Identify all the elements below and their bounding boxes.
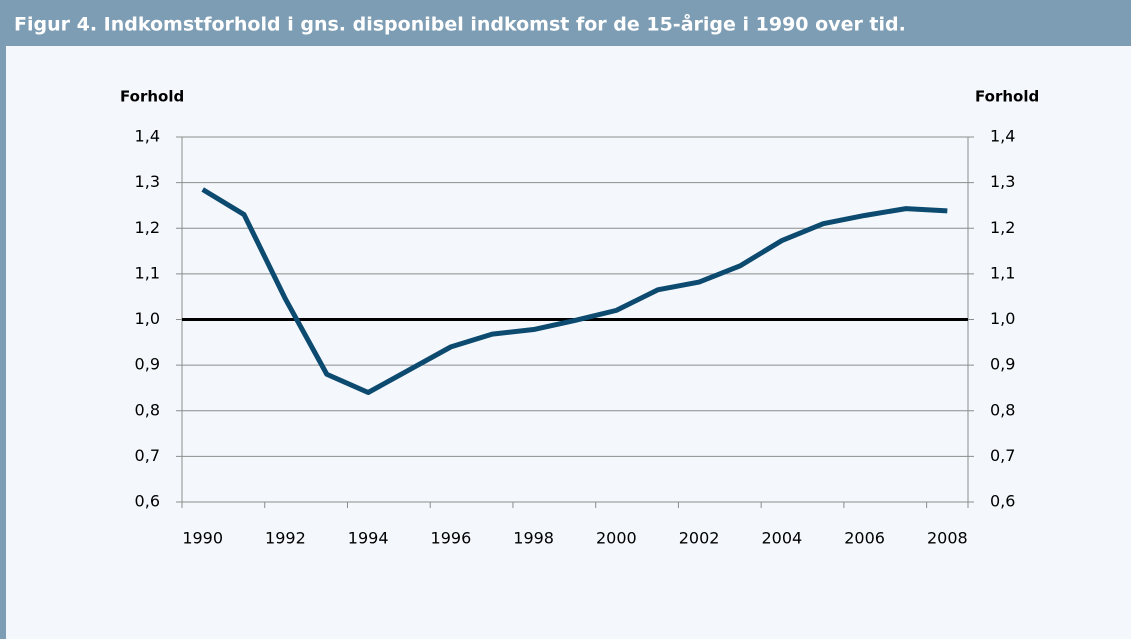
y-tick-label: 0,7 xyxy=(135,446,160,465)
y2-tick-label: 0,7 xyxy=(990,446,1015,465)
y2-axis-title: Forhold xyxy=(975,88,1039,106)
x-tick-label: 2006 xyxy=(844,529,885,548)
y-tick-label: 0,8 xyxy=(135,400,160,419)
y2-tick-label: 1,3 xyxy=(990,172,1015,191)
y2-tick-label: 0,8 xyxy=(990,400,1015,419)
x-tick-label: 2000 xyxy=(596,529,637,548)
x-tick-label: 2002 xyxy=(679,529,720,548)
y2-tick-label: 1,2 xyxy=(990,218,1015,237)
data-line xyxy=(201,187,948,395)
y2-tick-label: 1,4 xyxy=(990,127,1015,146)
y2-tick-label: 1,0 xyxy=(990,309,1015,328)
y-tick-label: 1,0 xyxy=(135,309,160,328)
y-tick-label: 1,1 xyxy=(135,263,160,282)
x-tick-label: 1996 xyxy=(431,529,472,548)
left-border xyxy=(0,46,6,639)
x-tick-label: 1998 xyxy=(513,529,554,548)
y-axis-title: Forhold xyxy=(120,88,184,106)
x-tick-label: 1992 xyxy=(265,529,306,548)
y2-tick-label: 1,1 xyxy=(990,263,1015,282)
y-tick-label: 1,4 xyxy=(135,127,160,146)
chart-title: Figur 4. Indkomstforhold i gns. disponib… xyxy=(14,12,906,36)
y-tick-label: 0,6 xyxy=(135,492,160,511)
x-tick-label: 2008 xyxy=(927,529,968,548)
y-tick-label: 1,3 xyxy=(135,172,160,191)
x-tick-label: 1990 xyxy=(182,529,223,548)
y-tick-label: 0,9 xyxy=(135,355,160,374)
y2-tick-label: 0,9 xyxy=(990,355,1015,374)
header-bar xyxy=(0,0,1131,46)
x-tick-label: 1994 xyxy=(348,529,389,548)
x-tick-label: 2004 xyxy=(761,529,802,548)
y-tick-label: 1,2 xyxy=(135,218,160,237)
y2-tick-label: 0,6 xyxy=(990,492,1015,511)
